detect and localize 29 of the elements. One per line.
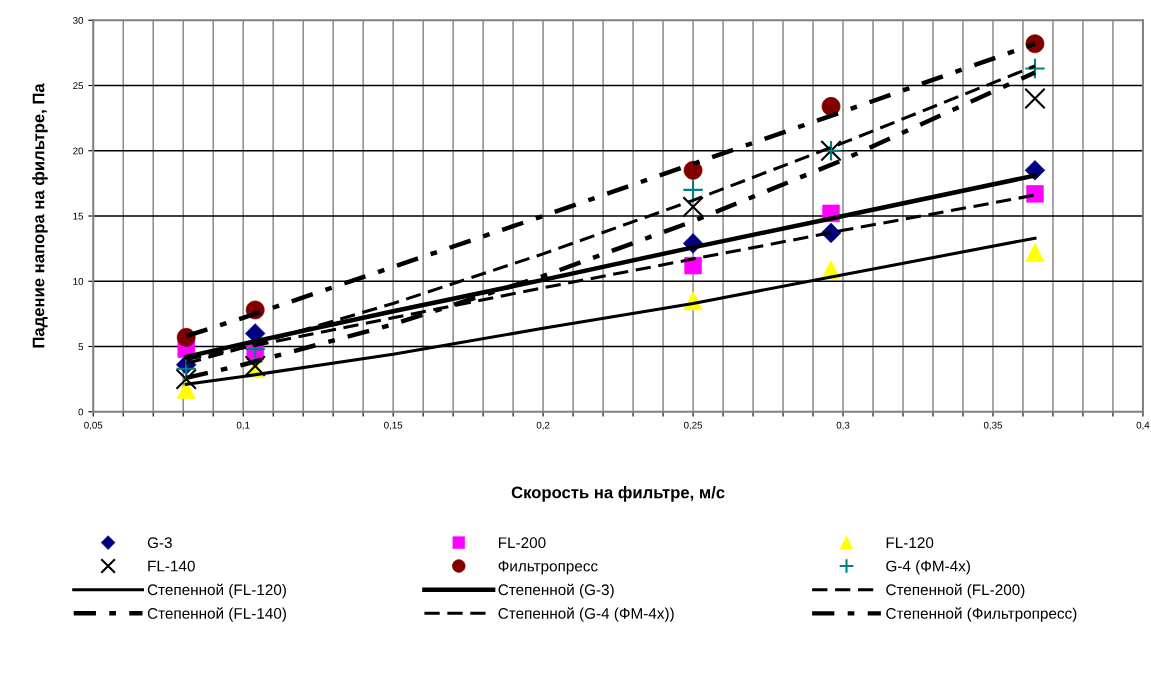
legend-label: Степенной (G-3) [498, 583, 614, 599]
y-tick-label: 0 [78, 408, 84, 416]
legend-label: FL-120 [886, 537, 934, 549]
legend-label: Фильтропресс [498, 560, 598, 575]
x-axis-title: Скорость на фильтре, м/с [511, 486, 725, 502]
x-tick-label: 0,3 [836, 421, 850, 430]
legend-label: Степенной (G-4 (ФМ-4х)) [498, 607, 674, 622]
y-tick-label: 10 [73, 277, 84, 285]
y-tick-label: 30 [73, 16, 84, 24]
x-tick-label: 0,15 [384, 421, 403, 430]
y-tick-label: 15 [73, 212, 84, 220]
y-tick-label: 5 [78, 343, 84, 351]
y-tick-label: 25 [73, 82, 84, 90]
legend-label: G-3 [147, 537, 172, 549]
legend-label: FL-200 [498, 537, 546, 549]
legend-label: G-4 (ФМ-4х) [886, 560, 970, 575]
legend-label: Степенной (FL-200) [886, 583, 1025, 599]
legend-label: Степенной (FL-120) [147, 583, 286, 599]
x-tick-label: 0,25 [683, 421, 703, 430]
y-tick-label: 20 [73, 147, 84, 155]
legend-label: Степенной (Фильтропресс) [886, 607, 1077, 622]
x-tick-label: 0,35 [983, 421, 1003, 430]
x-tick-label: 0,4 [1136, 421, 1150, 430]
x-tick-label: 0,1 [236, 421, 250, 430]
x-tick-label: 0,2 [536, 421, 550, 430]
legend-label: Степенной (FL-140) [147, 607, 286, 622]
legend-label: FL-140 [148, 560, 195, 572]
y-axis-title: Падение напора на фильтре, Па [32, 83, 48, 348]
x-tick-label: 0,05 [84, 421, 103, 430]
